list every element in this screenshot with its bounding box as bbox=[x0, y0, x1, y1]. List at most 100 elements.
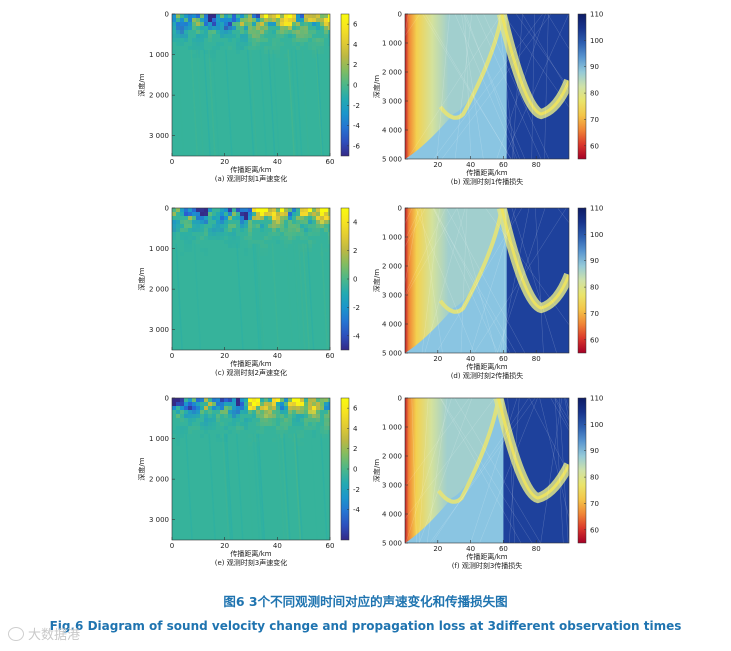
heatmap-ray bbox=[441, 14, 552, 159]
heatmap-cell bbox=[296, 398, 300, 402]
heatmap-cell bbox=[228, 34, 232, 38]
heatmap-ray bbox=[503, 14, 569, 159]
heatmap-ray bbox=[433, 14, 543, 159]
x-axis-label: 传播距离/km bbox=[230, 359, 271, 368]
heatmap-cell bbox=[276, 30, 280, 34]
heatmap-cell bbox=[228, 402, 232, 406]
heatmap-cell bbox=[184, 410, 188, 414]
heatmap-cell bbox=[180, 220, 184, 224]
heatmap-cell bbox=[176, 224, 180, 228]
heatmap-cell bbox=[228, 212, 232, 216]
heatmap-cell bbox=[208, 18, 212, 22]
heatmap-cell bbox=[236, 42, 240, 46]
heatmap-cell bbox=[176, 402, 180, 406]
heatmap-cell bbox=[296, 438, 300, 442]
heatmap-cell bbox=[324, 434, 328, 438]
heatmap-ray bbox=[426, 398, 448, 543]
heatmap-cell bbox=[200, 42, 204, 46]
y-tick-label: 1 000 bbox=[149, 51, 169, 59]
panel-f: 0 1 000 2 000 3 000 4 000 5 000 20 40 60 80 传播距离/k… bbox=[372, 395, 603, 571]
heatmap-cell bbox=[288, 14, 292, 18]
heatmap-cell bbox=[204, 252, 208, 256]
heatmap-streak bbox=[225, 433, 234, 540]
heatmap-cell bbox=[200, 406, 204, 410]
heatmap-cell bbox=[244, 22, 248, 26]
heatmap-cell bbox=[256, 430, 260, 434]
heatmap-cell bbox=[312, 422, 316, 426]
heatmap-cell bbox=[176, 414, 180, 418]
heatmap-direct-zone bbox=[405, 208, 502, 353]
heatmap-cell bbox=[180, 402, 184, 406]
heatmap-cell bbox=[236, 22, 240, 26]
y-tick-label: 1 000 bbox=[149, 435, 169, 443]
heatmap-streak bbox=[208, 433, 216, 540]
heatmap-cell bbox=[264, 398, 268, 402]
heatmap-cell bbox=[244, 212, 248, 216]
x-tick-label: 40 bbox=[273, 158, 282, 166]
heatmap-cell bbox=[236, 414, 240, 418]
heatmap-cell bbox=[204, 426, 208, 430]
y-tick-label: 2 000 bbox=[382, 453, 402, 461]
heatmap-cell bbox=[256, 442, 260, 446]
heatmap-cell bbox=[244, 398, 248, 402]
heatmap-cell bbox=[328, 26, 330, 30]
heatmap-cell bbox=[300, 224, 304, 228]
heatmap-cell bbox=[180, 30, 184, 34]
heatmap-cell bbox=[204, 216, 208, 220]
heatmap-cell bbox=[304, 220, 308, 224]
heatmap-cell bbox=[176, 30, 180, 34]
heatmap-ray bbox=[485, 208, 569, 326]
heatmap-cell bbox=[228, 30, 232, 34]
heatmap-cell bbox=[268, 232, 272, 236]
heatmap-cell bbox=[256, 26, 260, 30]
heatmap-cell bbox=[220, 216, 224, 220]
heatmap-ray bbox=[498, 14, 515, 159]
heatmap-cell bbox=[280, 228, 284, 232]
heatmap-cell bbox=[328, 410, 330, 414]
heatmap-cell bbox=[252, 38, 256, 42]
heatmap-cell bbox=[264, 212, 268, 216]
heatmap-cell bbox=[328, 58, 330, 62]
heatmap-cell bbox=[256, 438, 260, 442]
colorbar bbox=[577, 397, 587, 544]
heatmap-cell bbox=[256, 42, 260, 46]
heatmap-cell bbox=[236, 398, 240, 402]
heatmap-cell bbox=[304, 406, 308, 410]
heatmap-cell bbox=[312, 418, 316, 422]
heatmap-cell bbox=[264, 418, 268, 422]
heatmap-cell bbox=[236, 418, 240, 422]
heatmap-ray bbox=[512, 14, 523, 159]
heatmap-cell bbox=[208, 34, 212, 38]
heatmap-cell bbox=[192, 406, 196, 410]
heatmap-cell bbox=[208, 232, 212, 236]
colorbar-tick-label: 6 bbox=[353, 21, 358, 29]
heatmap-cell bbox=[308, 224, 312, 228]
heatmap-ray bbox=[473, 208, 567, 353]
y-tick-label: 3 000 bbox=[149, 132, 169, 140]
heatmap-cell bbox=[200, 26, 204, 30]
heatmap-cell bbox=[260, 398, 264, 402]
heatmap-cell bbox=[300, 18, 304, 22]
heatmap-cell bbox=[272, 228, 276, 232]
heatmap-cell bbox=[292, 398, 296, 402]
heatmap-cell bbox=[212, 402, 216, 406]
heatmap-ray bbox=[436, 14, 450, 159]
colorbar-tick-label: 100 bbox=[590, 37, 603, 45]
heatmap-cell bbox=[196, 410, 200, 414]
heatmap-cell bbox=[284, 410, 288, 414]
heatmap-cell bbox=[200, 14, 204, 18]
heatmap-cell bbox=[236, 410, 240, 414]
heatmap-cell bbox=[172, 26, 176, 30]
heatmap-streak bbox=[255, 433, 264, 540]
heatmap-cell bbox=[268, 410, 272, 414]
heatmap-cell bbox=[188, 22, 192, 26]
heatmap-cell bbox=[312, 232, 316, 236]
heatmap-cell bbox=[264, 46, 268, 50]
heatmap-cell bbox=[196, 50, 200, 54]
heatmap-cell bbox=[304, 38, 308, 42]
heatmap-cell bbox=[228, 46, 232, 50]
plot-frame bbox=[404, 13, 570, 160]
heatmap-ray bbox=[419, 398, 473, 543]
heatmap-cell bbox=[216, 46, 220, 50]
heatmap-streak bbox=[223, 433, 232, 540]
